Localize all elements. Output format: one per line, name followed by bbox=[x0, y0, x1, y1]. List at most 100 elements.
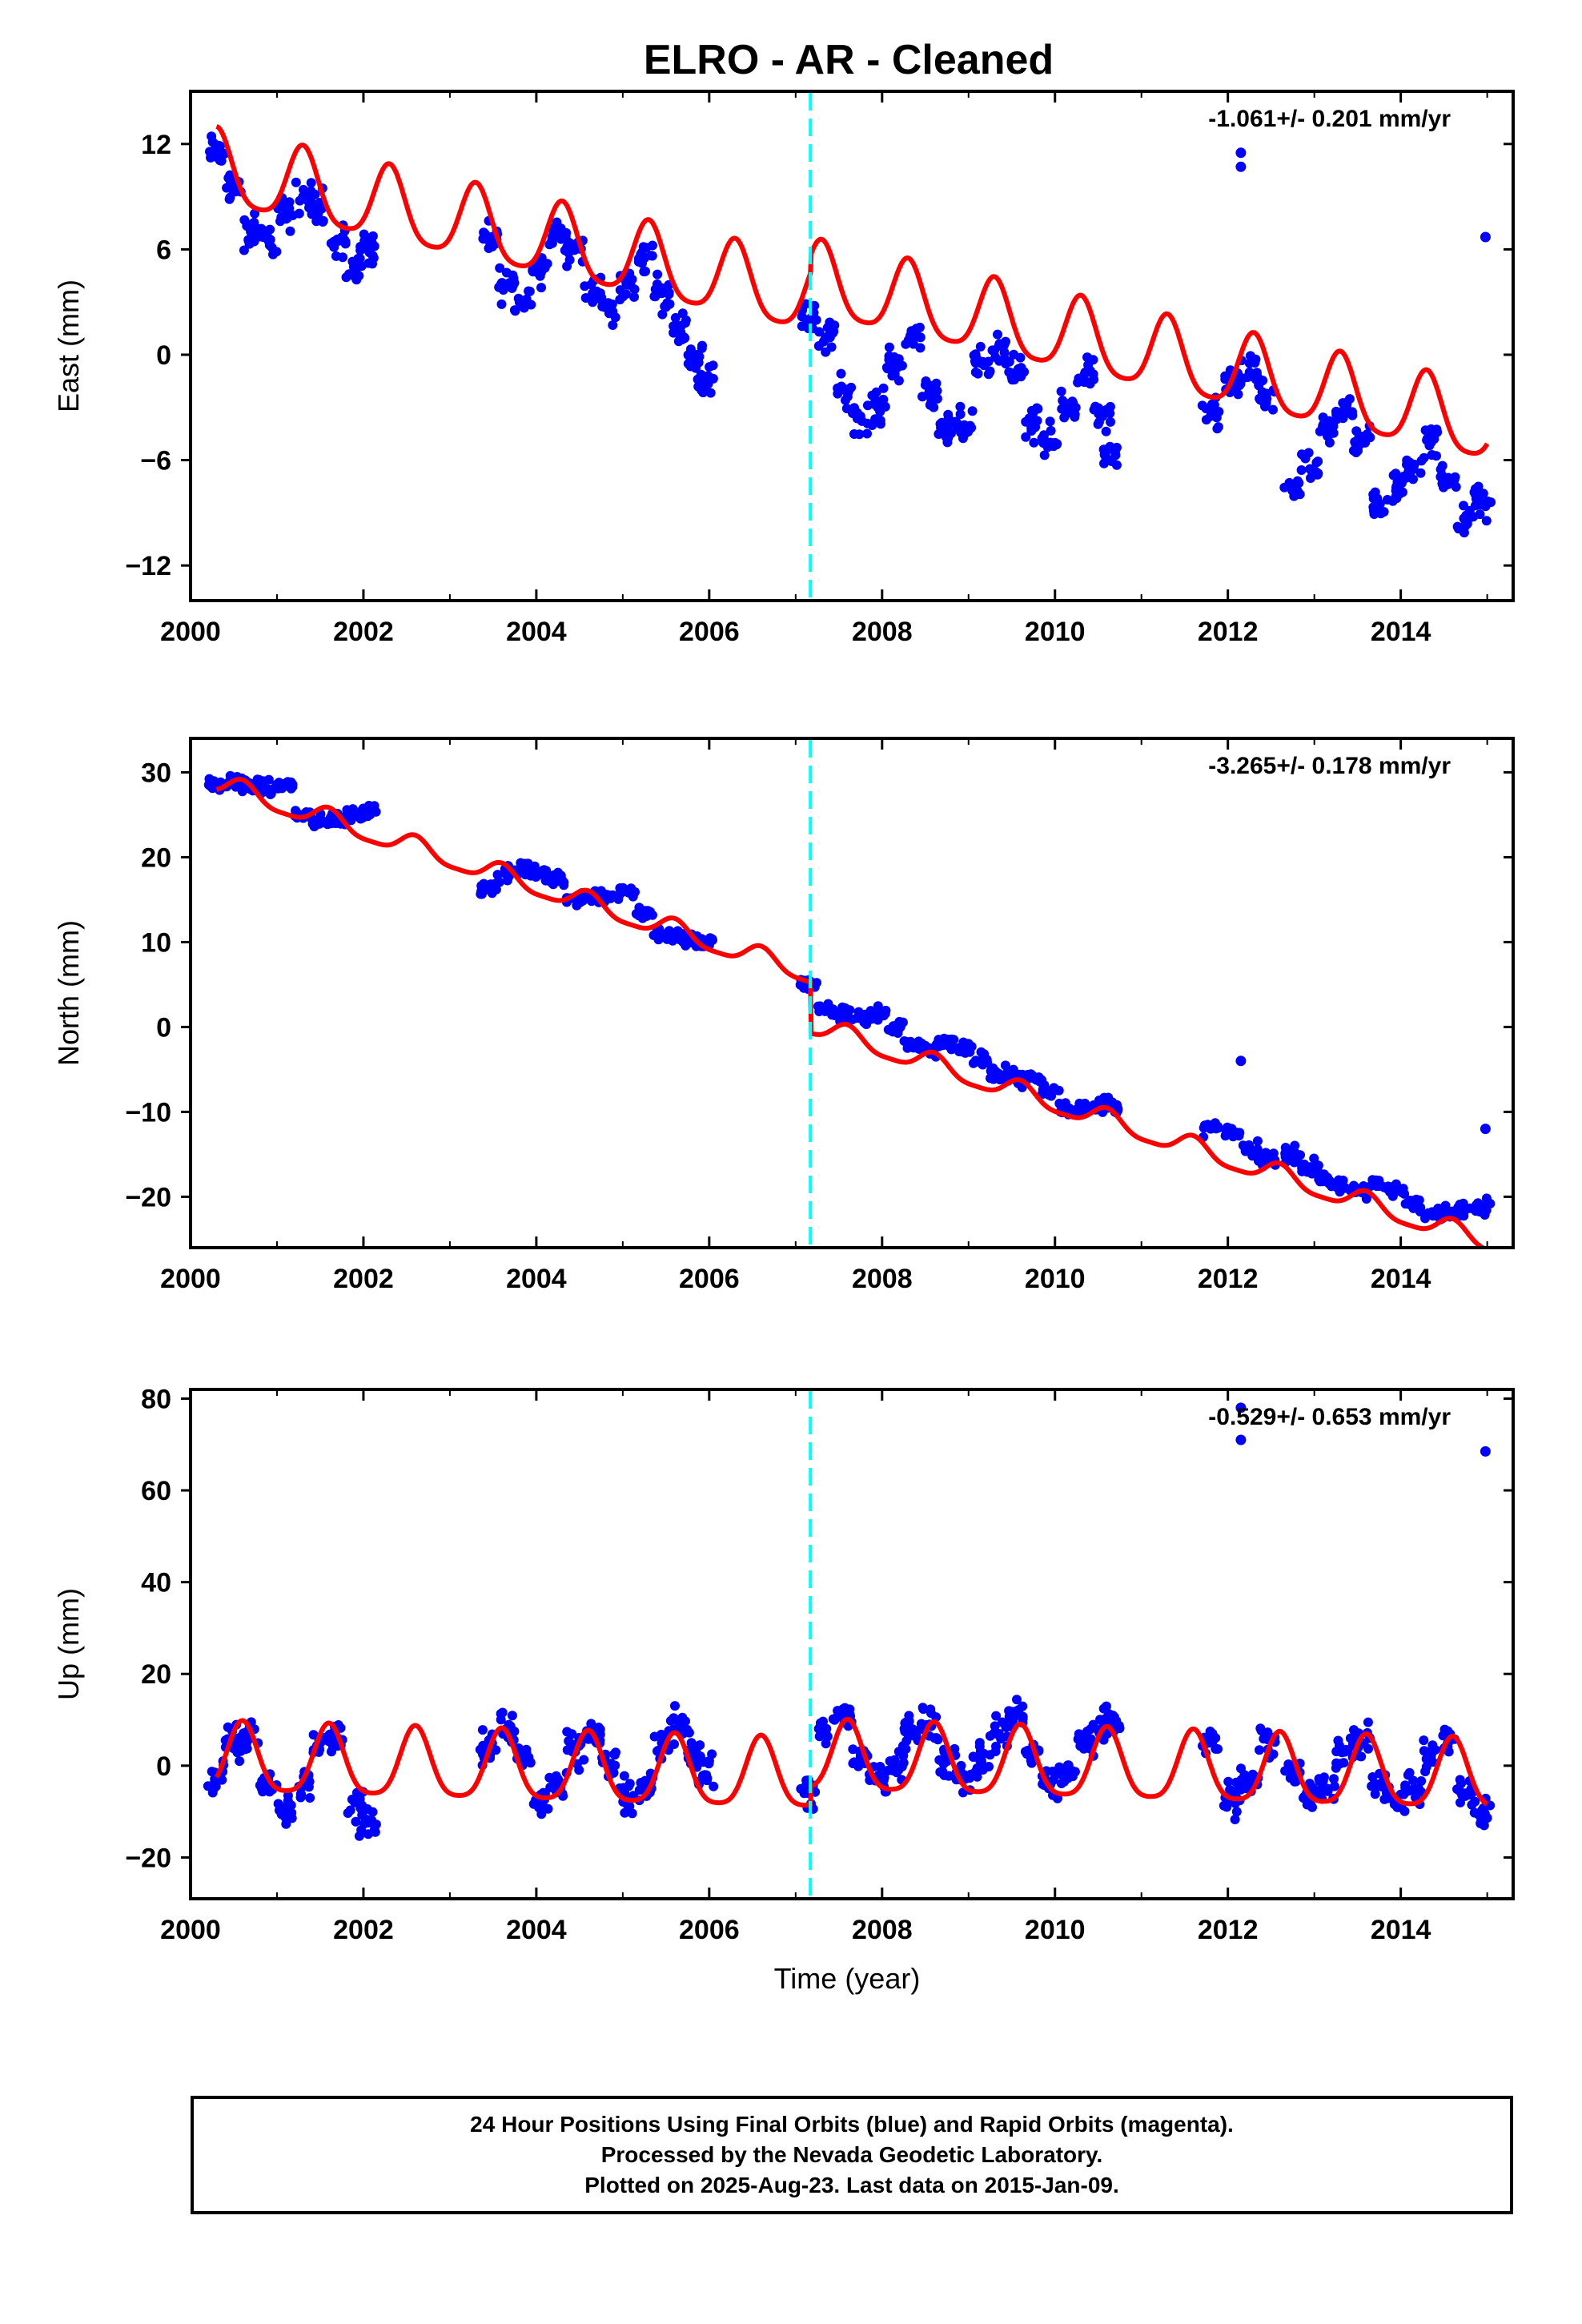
model-curve-north bbox=[215, 777, 1488, 1248]
data-point bbox=[821, 347, 831, 357]
data-point bbox=[1206, 411, 1216, 421]
data-point bbox=[1101, 426, 1111, 436]
data-point bbox=[562, 1727, 572, 1737]
data-point bbox=[622, 886, 632, 896]
footer-line-3: Plotted on 2025-Aug-23. Last data on 201… bbox=[584, 2173, 1119, 2197]
data-point bbox=[367, 259, 377, 269]
data-point bbox=[709, 1781, 719, 1791]
data-point bbox=[1440, 1200, 1451, 1211]
y-tick-label: −10 bbox=[125, 1097, 171, 1128]
data-point bbox=[1230, 1815, 1240, 1824]
data-point bbox=[878, 394, 889, 404]
data-point bbox=[684, 1727, 694, 1738]
data-point bbox=[518, 297, 528, 308]
data-point bbox=[849, 429, 859, 439]
data-point bbox=[327, 1747, 336, 1757]
data-point bbox=[507, 1711, 517, 1721]
data-point bbox=[855, 1013, 865, 1023]
data-point bbox=[479, 227, 489, 238]
x-tick-label: 2010 bbox=[1025, 617, 1086, 647]
x-tick-label: 2004 bbox=[506, 1915, 567, 1945]
data-point bbox=[1351, 426, 1362, 436]
y-tick-label: −20 bbox=[125, 1182, 171, 1212]
data-point bbox=[1374, 499, 1384, 509]
data-point bbox=[974, 1738, 985, 1748]
data-point bbox=[1220, 371, 1231, 381]
data-point bbox=[354, 1831, 364, 1841]
data-point bbox=[1438, 1731, 1448, 1741]
data-point bbox=[351, 275, 362, 285]
footer-box: 24 Hour Positions Using Final Orbits (bl… bbox=[191, 2096, 1513, 2214]
data-point bbox=[899, 1036, 909, 1046]
data-point bbox=[1351, 448, 1361, 457]
data-point bbox=[239, 245, 249, 255]
data-point bbox=[291, 177, 301, 187]
data-point bbox=[619, 1771, 629, 1781]
data-point bbox=[263, 235, 274, 246]
data-point bbox=[536, 262, 546, 272]
data-point bbox=[691, 1747, 701, 1757]
x-tick-label: 2004 bbox=[506, 617, 567, 647]
data-point bbox=[1324, 416, 1335, 426]
data-point bbox=[363, 244, 373, 255]
data-point bbox=[1038, 1084, 1048, 1095]
data-point bbox=[1098, 444, 1109, 455]
data-point bbox=[1305, 464, 1315, 474]
data-point bbox=[970, 367, 981, 377]
x-tick-label: 2000 bbox=[160, 1915, 221, 1945]
data-point bbox=[1427, 427, 1438, 437]
data-point bbox=[622, 279, 632, 290]
data-point bbox=[639, 253, 649, 263]
data-point bbox=[363, 1815, 373, 1826]
data-point bbox=[1322, 1175, 1332, 1185]
data-point bbox=[1225, 1784, 1235, 1795]
data-point bbox=[936, 423, 946, 433]
data-point bbox=[1339, 1747, 1350, 1757]
data-point bbox=[670, 312, 681, 323]
data-point bbox=[363, 806, 373, 816]
x-tick-label: 2014 bbox=[1371, 617, 1431, 647]
data-point bbox=[1419, 1746, 1429, 1756]
data-point bbox=[580, 281, 590, 292]
data-point bbox=[1304, 1779, 1315, 1789]
data-point bbox=[246, 227, 256, 237]
data-point bbox=[1329, 1781, 1339, 1791]
data-point bbox=[884, 342, 894, 352]
data-point bbox=[1478, 489, 1488, 499]
data-point bbox=[547, 238, 557, 248]
data-point bbox=[1020, 1747, 1030, 1757]
data-point bbox=[700, 1770, 710, 1780]
y-axis-label: Up (mm) bbox=[52, 1588, 85, 1700]
data-point bbox=[1287, 1770, 1298, 1780]
data-point bbox=[848, 1744, 858, 1755]
data-point bbox=[656, 928, 667, 939]
y-axis-label: North (mm) bbox=[52, 920, 85, 1066]
data-point bbox=[562, 1745, 572, 1755]
data-point bbox=[476, 889, 486, 899]
outlier-point bbox=[1235, 1402, 1247, 1413]
data-point bbox=[1106, 455, 1116, 465]
panel-north: 2000 2002 2004 2006 2008 2010 2012 20143020100−… bbox=[52, 737, 1515, 1294]
data-point bbox=[804, 315, 813, 325]
data-point bbox=[1313, 456, 1323, 467]
y-tick-label: 30 bbox=[141, 758, 171, 788]
data-point bbox=[1063, 1760, 1074, 1771]
data-point bbox=[994, 341, 1004, 351]
x-tick-label: 2012 bbox=[1198, 1915, 1259, 1945]
data-point bbox=[315, 818, 325, 828]
data-point bbox=[282, 1815, 292, 1825]
data-point bbox=[700, 376, 710, 386]
data-point bbox=[1419, 452, 1429, 463]
y-tick-label: 0 bbox=[156, 1751, 171, 1782]
y-tick-label: 80 bbox=[141, 1384, 171, 1414]
data-point bbox=[846, 382, 857, 392]
data-point bbox=[1207, 1728, 1218, 1739]
data-point bbox=[1219, 1800, 1229, 1811]
data-point bbox=[904, 1716, 914, 1727]
outlier-point bbox=[1235, 161, 1247, 172]
data-point bbox=[1391, 1183, 1402, 1193]
data-point bbox=[359, 229, 369, 239]
y-tick-label: 0 bbox=[156, 340, 171, 371]
data-point bbox=[841, 395, 850, 405]
data-point bbox=[647, 251, 657, 261]
